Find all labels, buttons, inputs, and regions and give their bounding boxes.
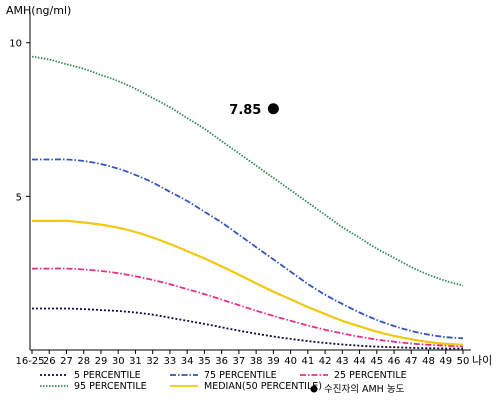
x-tick-label: 26 <box>43 356 56 367</box>
series-line-median-50-percentile <box>31 219 464 346</box>
x-tick-label: 41 <box>301 356 314 367</box>
x-tick-label: 35 <box>198 356 211 367</box>
legend-marker-swatch <box>310 385 318 393</box>
patient-amh-label: 7.85 <box>229 103 261 118</box>
series-line-95-percentile <box>31 55 464 287</box>
x-tick-label: 28 <box>77 356 90 367</box>
axes <box>29 12 471 351</box>
x-tick-label: 42 <box>319 356 332 367</box>
x-tick-label: 46 <box>388 356 401 367</box>
legend: 5 PERCENTILE 75 PERCENTILE 25 PERCENTILE 95… <box>40 370 407 395</box>
legend-label: 25 PERCENTILE <box>334 370 407 381</box>
x-tick-label: 49 <box>439 356 452 367</box>
x-axis-label: 나이 <box>472 354 492 367</box>
series-layer <box>31 55 464 350</box>
patient-amh-point <box>267 103 279 115</box>
x-tick-label: 44 <box>353 356 366 367</box>
x-tick-label: 50 <box>457 356 470 367</box>
x-tick-label: 43 <box>336 356 349 367</box>
x-tick-label: 34 <box>181 356 194 367</box>
marker-layer: 7.85 <box>229 103 279 118</box>
x-tick-label: 39 <box>267 356 280 367</box>
x-tick-label: 33 <box>164 356 177 367</box>
x-tick-label: 29 <box>95 356 108 367</box>
y-axis-label: AMH(ng/ml) <box>6 4 71 17</box>
legend-label: 5 PERCENTILE <box>74 370 141 381</box>
x-tick-label: 27 <box>60 356 73 367</box>
legend-label: 75 PERCENTILE <box>204 370 277 381</box>
legend-marker-label: 수진자의 AMH 농도 <box>324 384 405 395</box>
x-tick-label: 37 <box>233 356 246 367</box>
x-tick-label: 31 <box>129 356 142 367</box>
x-tick-label: 38 <box>250 356 263 367</box>
legend-label: MEDIAN(50 PERCENTILE) <box>204 381 322 392</box>
x-tick-label: 32 <box>146 356 159 367</box>
y-tick-label: 10 <box>9 39 22 50</box>
series-line-75-percentile <box>31 158 464 340</box>
series-line-25-percentile <box>32 267 464 348</box>
x-tick-label: 48 <box>422 356 435 367</box>
legend-label: 95 PERCENTILE <box>74 381 147 392</box>
x-tick-label: 40 <box>284 356 297 367</box>
x-tick-label: 45 <box>370 356 383 367</box>
y-tick-label: 5 <box>16 192 22 203</box>
x-tick-label: 36 <box>215 356 228 367</box>
series-line-5-percentile <box>32 307 463 350</box>
x-tick-label: 16-25 <box>15 356 44 367</box>
x-tick-label: 30 <box>112 356 125 367</box>
x-tick-label: 47 <box>405 356 418 367</box>
